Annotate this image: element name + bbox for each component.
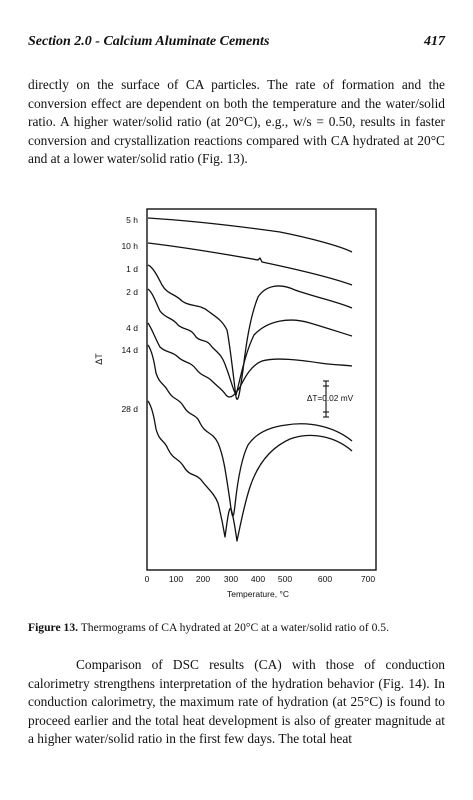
caption-text: Thermograms of CA hydrated at 20°C at a … [78,621,389,634]
curve-label-1d: 1 d [126,264,138,274]
curve-label-10h: 10 h [121,241,138,251]
curve-28d [147,400,353,542]
body-paragraph-1: directly on the surface of CA particles.… [28,77,445,166]
scale-label: ΔT=0.02 mV [307,393,354,403]
x-tick-600: 600 [318,574,332,584]
scale-bar [323,380,329,418]
x-tick-100: 100 [169,574,183,584]
curve-5h [147,217,353,253]
curve-1d [147,264,353,400]
section-title: Section 2.0 - Calcium Aluminate Cements [28,34,270,49]
curve-2d [147,288,353,396]
x-tick-400: 400 [251,574,265,584]
x-axis-label: Temperature, °C [227,589,289,599]
curve-label-28d: 28 d [121,404,138,414]
thermogram-plot: 5 h 10 h 1 d 2 d 4 d 14 d 28 d ΔT [94,208,377,599]
x-tick-0: 0 [145,574,150,584]
curve-label-2d: 2 d [126,287,138,297]
curve-4d [147,322,353,398]
body-paragraph-2: Comparison of DSC results (CA) with thos… [28,657,445,746]
plot-frame [146,208,377,571]
caption-label: Figure 13. [28,621,79,634]
figure-caption: Figure 13. Thermograms of CA hydrated at… [28,621,445,634]
page-number: 417 [424,34,445,49]
x-tick-500: 500 [278,574,292,584]
curve-label-4d: 4 d [126,323,138,333]
x-tick-300: 300 [224,574,238,584]
curve-14d [147,344,353,517]
curve-label-14d: 14 d [121,345,138,355]
running-header: Section 2.0 - Calcium Aluminate Cements … [28,34,445,54]
x-tick-200: 200 [196,574,210,584]
curve-label-5h: 5 h [126,215,138,225]
y-axis-label: ΔT [94,353,104,365]
x-tick-700: 700 [361,574,375,584]
curve-10h [147,242,353,286]
figure-13: 5 h 10 h 1 d 2 d 4 d 14 d 28 d ΔT [90,205,380,605]
